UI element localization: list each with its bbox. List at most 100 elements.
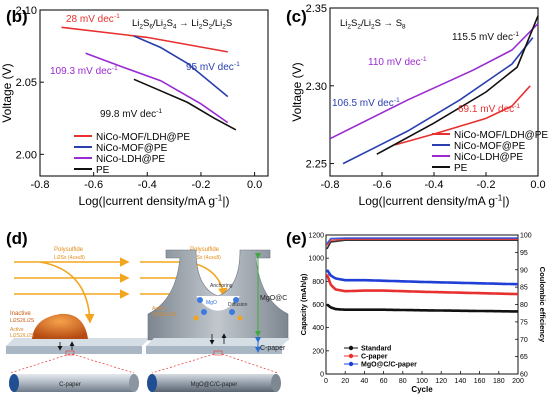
y2-tick-label: 85	[520, 285, 528, 292]
substrate-top	[146, 338, 290, 346]
slope-annotation: 109.3 mV dec-1	[50, 65, 118, 77]
capacity-series	[325, 273, 518, 296]
x-tick-label: 20	[341, 378, 349, 385]
legend-marker	[348, 361, 354, 367]
cylinder-label-left: C-paper	[59, 382, 81, 388]
y-tick-label: 2.25	[306, 159, 327, 171]
panel-label-b: (b)	[6, 7, 28, 26]
y-tick-label: 400	[312, 325, 324, 332]
active-species-right: Li2S2/Li2S	[152, 312, 177, 318]
capacity-series	[325, 269, 518, 286]
mgo-particle	[233, 297, 239, 303]
tafel-plot-c: -0.8 -0.6 -0.4 -0.2 0.0 2.25 2.30 2.35 Log(|curr…	[290, 3, 548, 208]
mgo-c-host	[147, 249, 289, 341]
series-line	[329, 23, 539, 140]
y-axis-label: Voltage (V)	[0, 63, 14, 122]
mgo-particle	[229, 309, 235, 315]
schematic-right: Polysulfide Li2Sx (4≤x≤8) Anchoring MgO …	[140, 247, 290, 392]
x-tick-label: 80	[399, 378, 407, 385]
polysulfide-label-right: Polysulfide	[190, 247, 220, 253]
slope-annotation: 106.5 mV dec-1	[332, 97, 400, 109]
panel-label-c: (c)	[286, 7, 307, 26]
substrate-top	[6, 338, 150, 346]
substrate-slab	[6, 346, 142, 354]
cylinder-label-right: MgO@C/C-paper	[191, 382, 238, 388]
diffusion-label: Diffusion	[228, 302, 248, 308]
x-tick-label: 0.0	[247, 179, 262, 191]
x-tick-label: 200	[512, 378, 524, 385]
legend-entry: C-paper	[361, 354, 388, 361]
slope-annotation: 69.1 mV dec-1	[458, 103, 520, 115]
plot-frame	[39, 9, 269, 177]
y2-tick-label: 65	[520, 354, 528, 361]
y-tick-label: 200	[312, 348, 324, 355]
y-tick-label: 2.05	[16, 77, 37, 89]
legend-entry: NiCo-MOF@PE	[96, 143, 168, 154]
c-paper-fiber	[14, 374, 134, 392]
fiber-end	[129, 374, 139, 392]
cycling-plot-e: 0 20 40 60 80 100 120 140 160 180 200 0 200 400 600 800…	[299, 233, 547, 395]
inactive-label: Inactive	[10, 311, 31, 317]
x-tick-label: 40	[361, 378, 369, 385]
x-tick-label: 120	[435, 378, 447, 385]
fiber-end	[271, 374, 281, 392]
x-axis-label: Cycle	[411, 385, 433, 394]
active-label-right: Active	[152, 306, 166, 312]
x-tick-label: 100	[416, 378, 428, 385]
plot-title: Li2S2/Li2S → S8	[340, 18, 406, 31]
series-line	[61, 26, 228, 53]
y-tick-label: 2.30	[306, 81, 327, 93]
tafel-plot-b: -0.8 -0.6 -0.4 -0.2 0.0 2.00 2.05 2.10 Log(|curr…	[0, 5, 269, 208]
legend-entry: NiCo-LDH@PE	[96, 154, 165, 165]
legend-entry: PE	[96, 165, 110, 176]
y-tick-label: 2.10	[16, 5, 37, 17]
series-line	[85, 52, 229, 124]
zoom-box	[213, 350, 223, 356]
polysulfide-label-left: Polysulfide	[54, 247, 84, 253]
panel-label-e: (e)	[286, 229, 307, 248]
y-tick-label: 600	[312, 302, 324, 309]
legend-entry: NiCo-MOF/LDH@PE	[96, 132, 190, 143]
schematic-left: Polysulfide Li2Sx (4≤x≤8) Inactive Li2S2…	[6, 247, 150, 392]
substrate-slab	[146, 346, 282, 354]
x-axis-label: Log(|current density/mA g-1|)	[359, 193, 510, 208]
efficiency-series	[326, 239, 518, 250]
polysulfide-species-right: Li2Sx (4≤x≤8)	[190, 255, 221, 261]
y-tick-label: 800	[312, 279, 324, 286]
y-tick-label: 2.00	[16, 149, 37, 161]
x-tick-label: -0.6	[84, 179, 103, 191]
legend-entry: PE	[454, 163, 468, 174]
zoom-line	[221, 353, 279, 374]
x-tick-label: 0.0	[530, 179, 545, 191]
x-tick-label: -0.2	[477, 179, 496, 191]
x-tick-label: -0.2	[191, 179, 210, 191]
slope-annotation: 28 mV dec-1	[66, 13, 120, 25]
zoom-line	[9, 353, 71, 374]
y-tick-label: 1000	[308, 256, 324, 263]
legend-entry: Standard	[361, 346, 391, 353]
plot-title: Li2S6/Li2S4 → Li2S2/Li2S	[132, 18, 232, 31]
slope-annotation: 95 mV dec-1	[186, 61, 240, 73]
series-line	[394, 85, 531, 146]
x-tick-label: -0.4	[425, 179, 444, 191]
zoom-line	[71, 353, 135, 374]
polysulfide-species-left: Li2Sx (4≤x≤8)	[54, 255, 85, 261]
x-tick-label: 60	[380, 378, 388, 385]
y2-tick-label: 80	[520, 302, 528, 309]
fiber-cap	[9, 374, 19, 392]
inactive-deposit	[32, 313, 88, 339]
x-tick-label: -0.8	[321, 179, 340, 191]
zoom-box	[65, 350, 75, 356]
mgo-particle	[201, 309, 207, 315]
deposition-arrow	[39, 261, 95, 324]
slope-annotation: 115.5 mV dec-1	[452, 31, 519, 43]
x-tick-label: 180	[493, 378, 505, 385]
x-tick-label: 0	[324, 378, 328, 385]
x-tick-label: -0.4	[138, 179, 157, 191]
mgo-particle	[197, 297, 203, 303]
mgo-c-label: MgO@C	[260, 295, 287, 302]
y2-tick-label: 70	[520, 337, 528, 344]
legend-marker	[348, 353, 354, 359]
x-tick-label: -0.8	[31, 179, 50, 191]
